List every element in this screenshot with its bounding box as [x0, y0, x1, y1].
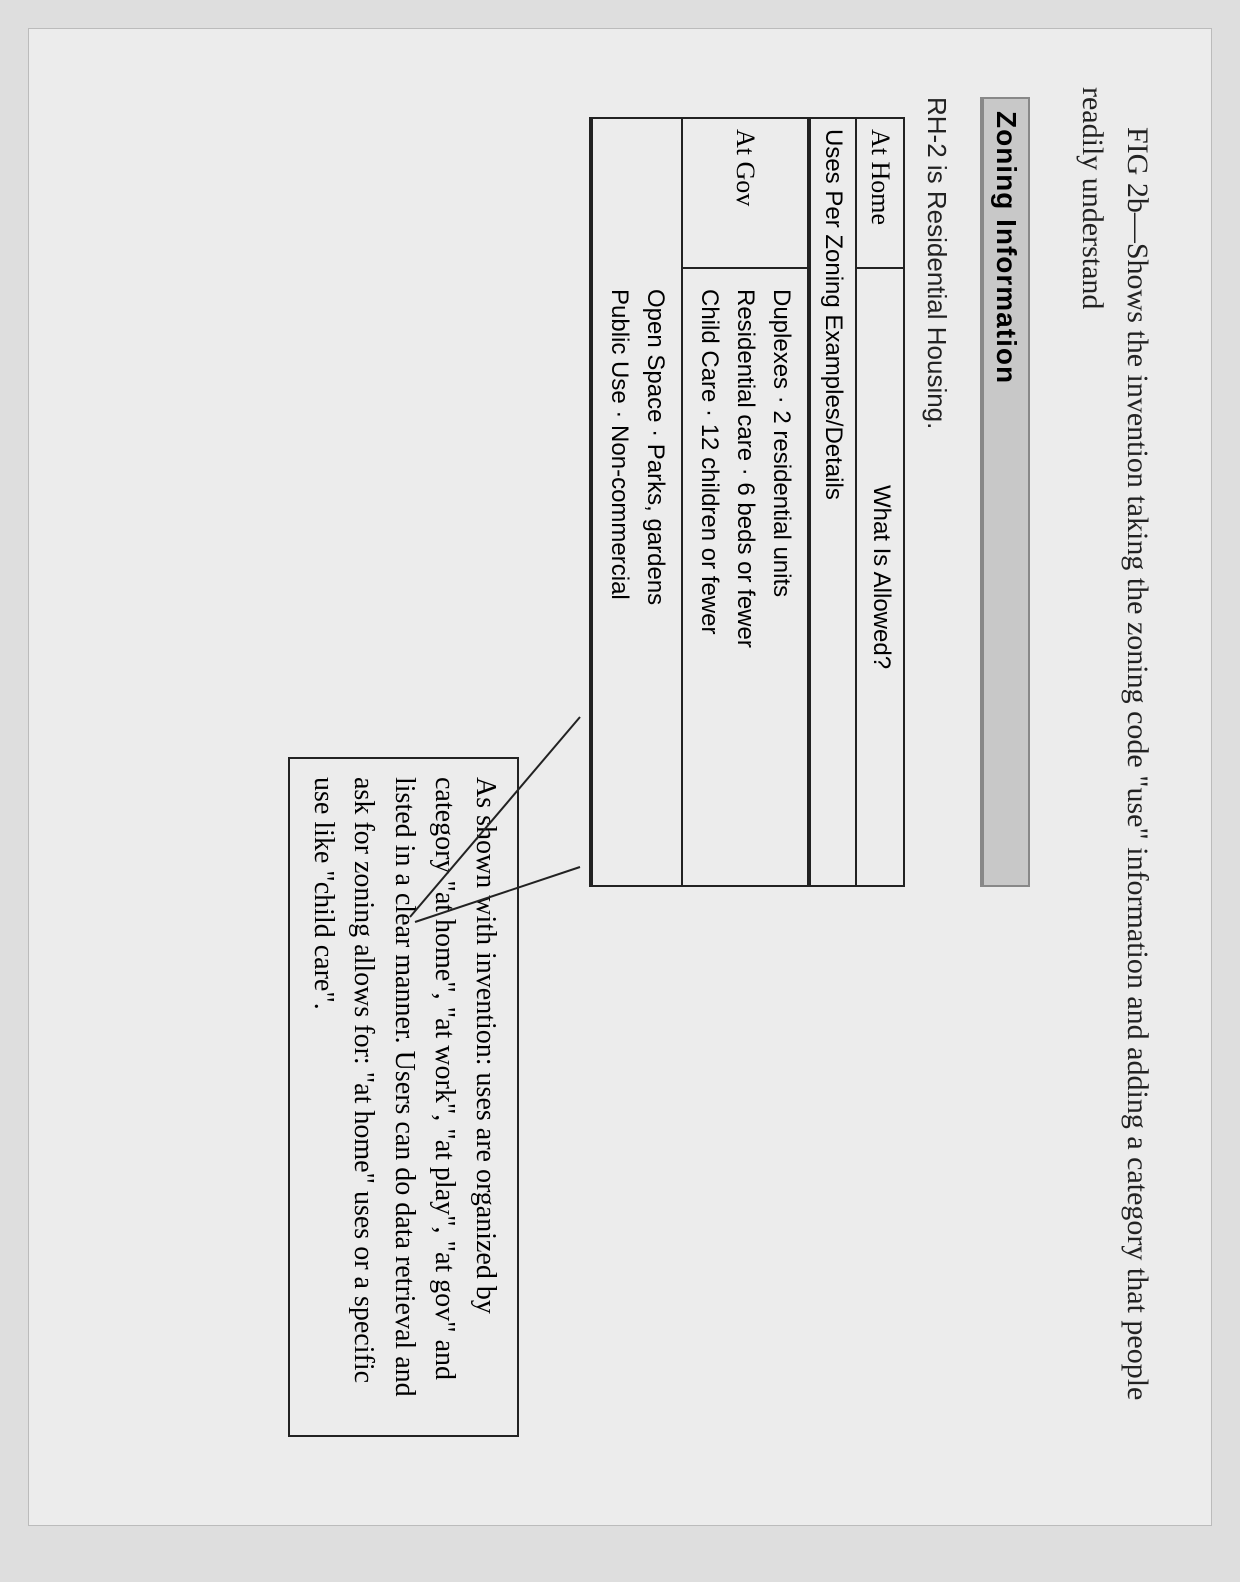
panel-header-title: Zoning Information — [991, 111, 1022, 384]
figure-caption: FIG 2b—Shows the invention taking the zo… — [1070, 87, 1160, 1467]
callout-box: As shown with invention: uses are organi… — [288, 757, 519, 1437]
zoning-use-item: Open Space · Parks, gardens — [637, 289, 673, 875]
table-bottom-divider — [589, 117, 591, 887]
zoning-subtitle: RH-2 is Residential Housing. — [921, 97, 952, 1457]
category-label-at-home: At Home — [857, 119, 903, 269]
table-items: Duplexes · 2 residential units Residenti… — [683, 269, 807, 885]
panel-header-bar: Zoning Information — [980, 97, 1030, 887]
table-extra-items: Open Space · Parks, gardens Public Use ·… — [591, 117, 681, 887]
category-label-at-gov: At Gov — [683, 119, 807, 269]
table-data-row: At Gov Duplexes · 2 residential units Re… — [681, 117, 809, 887]
page-frame: FIG 2b—Shows the invention taking the zo… — [28, 28, 1212, 1526]
zoning-use-item: Child Care · 12 children or fewer — [691, 289, 727, 875]
zoning-use-item: Duplexes · 2 residential units — [763, 289, 799, 875]
table-header-group: At Home What Is Allowed? Uses Per Zoning… — [809, 117, 905, 887]
table-header-main: What Is Allowed? — [857, 269, 903, 885]
zoning-table: At Home What Is Allowed? Uses Per Zoning… — [589, 117, 905, 887]
table-subheader: Uses Per Zoning Examples/Details — [811, 119, 855, 885]
zoning-use-item: Residential care · 6 beds or fewer — [727, 289, 763, 875]
zoning-use-item: Public Use · Non-commercial — [601, 289, 637, 875]
rotated-container: FIG 2b—Shows the invention taking the zo… — [70, 67, 1170, 1487]
table-subheader-row: Uses Per Zoning Examples/Details — [811, 119, 857, 885]
table-header-row: At Home What Is Allowed? — [857, 119, 903, 885]
